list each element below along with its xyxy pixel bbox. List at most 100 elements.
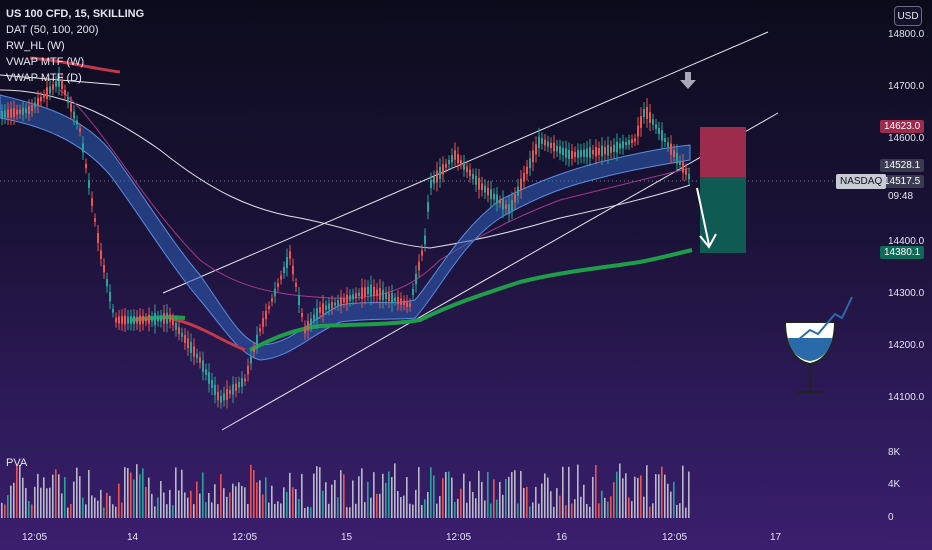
vwap-weekly-red bbox=[29, 56, 121, 74]
volume-bar bbox=[670, 491, 672, 518]
candle-body bbox=[271, 298, 273, 302]
volume-bar bbox=[454, 501, 456, 518]
volume-bar bbox=[214, 484, 216, 518]
volume-bar bbox=[244, 487, 246, 518]
candle-body bbox=[487, 187, 489, 196]
volume-bar bbox=[514, 470, 516, 518]
candle-body bbox=[85, 163, 87, 169]
candle-body bbox=[592, 150, 594, 155]
volume-bar bbox=[175, 467, 177, 518]
volume-bar bbox=[484, 500, 486, 518]
candle-body bbox=[664, 138, 666, 142]
candle-body bbox=[244, 378, 246, 382]
volume-bar bbox=[274, 503, 276, 518]
volume-bar bbox=[625, 473, 627, 518]
currency-button[interactable]: USD bbox=[894, 6, 922, 26]
time-label: 12:05 bbox=[22, 532, 48, 543]
volume-bar bbox=[556, 488, 558, 518]
volume-bar bbox=[679, 503, 681, 518]
candle-body bbox=[148, 314, 150, 324]
candle-body bbox=[484, 185, 486, 193]
entry-price-tag: 14528.1 bbox=[880, 159, 925, 172]
candle-body bbox=[106, 279, 108, 287]
volume-bar bbox=[430, 467, 432, 518]
candle-body bbox=[478, 177, 480, 190]
indicator-rw-hl[interactable]: RW_HL (W) bbox=[6, 40, 65, 52]
volume-bar bbox=[442, 478, 444, 518]
candle-body bbox=[517, 186, 519, 197]
volume-bar bbox=[646, 465, 648, 518]
volume-indicator-label[interactable]: PVA bbox=[6, 457, 28, 469]
volume-bar bbox=[676, 504, 678, 518]
candle-body bbox=[562, 147, 564, 156]
candle-body bbox=[529, 158, 531, 169]
volume-bar bbox=[376, 493, 378, 518]
candle-body bbox=[502, 198, 504, 210]
volume-bar bbox=[67, 507, 69, 518]
volume-bar bbox=[88, 470, 90, 518]
time-label: 12:05 bbox=[232, 532, 258, 543]
candle-body bbox=[583, 149, 585, 157]
indicator-vwap-daily[interactable]: VWAP MTF (D) bbox=[6, 72, 82, 84]
volume-bar bbox=[505, 479, 507, 518]
candle-body bbox=[130, 316, 132, 324]
volume-bar bbox=[436, 503, 438, 518]
volume-bar bbox=[538, 503, 540, 518]
candle-body bbox=[436, 170, 438, 183]
candle-body bbox=[364, 287, 366, 297]
volume-bar bbox=[199, 493, 201, 518]
volume-bar bbox=[688, 471, 690, 518]
indicator-dat[interactable]: DAT (50, 100, 200) bbox=[6, 24, 99, 36]
candle-body bbox=[451, 154, 453, 163]
candle-body bbox=[589, 147, 591, 158]
volume-bar bbox=[532, 502, 534, 518]
chart-legend[interactable]: US 100 CFD, 15, SKILLING DAT (50, 100, 2… bbox=[6, 6, 144, 86]
volume-bar bbox=[295, 489, 297, 518]
volume-bar bbox=[337, 497, 339, 518]
volume-bar bbox=[136, 464, 138, 518]
candle-body bbox=[688, 173, 690, 180]
volume-bar bbox=[460, 488, 462, 518]
volume-bar bbox=[76, 467, 78, 518]
candle-body bbox=[448, 160, 450, 165]
volume-bar bbox=[232, 483, 234, 518]
volume-bar bbox=[43, 477, 45, 518]
candle-body bbox=[553, 142, 555, 152]
candle-body bbox=[574, 151, 576, 157]
candle-body bbox=[43, 94, 45, 98]
candle-body bbox=[256, 334, 258, 346]
volume-bar bbox=[157, 497, 159, 518]
volume-bar bbox=[52, 474, 54, 518]
candle-body bbox=[187, 338, 189, 348]
indicator-vwap-weekly[interactable]: VWAP MTF (W) bbox=[6, 56, 85, 68]
candle-body bbox=[31, 104, 33, 112]
volume-bar bbox=[22, 477, 24, 518]
volume-bar bbox=[547, 477, 549, 518]
volume-bar bbox=[496, 499, 498, 518]
price-tick: 14400.0 bbox=[888, 236, 925, 247]
volume-bar bbox=[178, 490, 180, 518]
symbol-title[interactable]: US 100 CFD, 15, SKILLING bbox=[6, 8, 145, 20]
volume-bar bbox=[355, 503, 357, 518]
volume-bar bbox=[565, 505, 567, 518]
candle-body bbox=[445, 163, 447, 168]
volume-bar bbox=[544, 473, 546, 518]
candle-body bbox=[472, 174, 474, 180]
volume-bar bbox=[235, 486, 237, 518]
volume-bar bbox=[352, 480, 354, 518]
volume-bar bbox=[370, 497, 372, 518]
candle-body bbox=[355, 292, 357, 299]
volume-bar bbox=[130, 472, 132, 518]
volume-bar bbox=[424, 499, 426, 518]
volume-bar bbox=[133, 479, 135, 518]
volume-bar bbox=[205, 502, 207, 518]
candle-body bbox=[373, 286, 375, 297]
volume-bar bbox=[685, 507, 687, 518]
volume-bar bbox=[292, 487, 294, 518]
ema-ribbon bbox=[0, 94, 691, 361]
volume-bar bbox=[121, 502, 123, 518]
trend-channel bbox=[0, 31, 779, 431]
volume-bar bbox=[73, 481, 75, 518]
candle-body bbox=[514, 194, 516, 203]
